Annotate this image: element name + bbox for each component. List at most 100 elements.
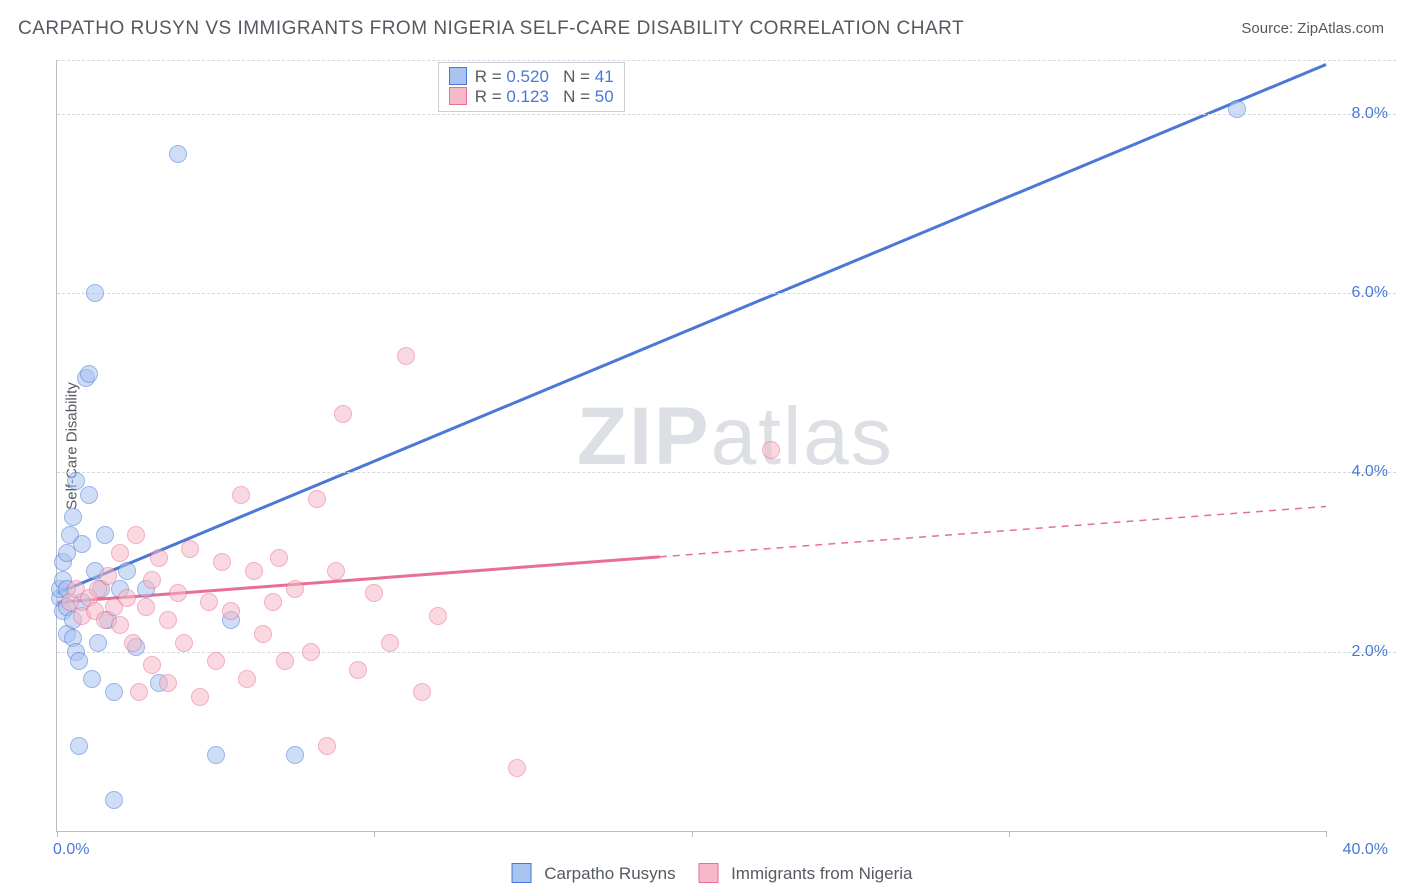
r-value: 0.520 [506,67,549,86]
y-tick-label: 6.0% [1352,284,1388,302]
plot-area: ZIPatlas 2.0%4.0%6.0%8.0%0.0%40.0%R = 0.… [56,60,1326,832]
data-point [181,540,199,558]
data-point [1228,100,1246,118]
r-value: 0.123 [506,87,549,106]
legend-swatch-nigeria [698,863,718,883]
data-point [286,580,304,598]
legend: Carpatho Rusyns Immigrants from Nigeria [494,863,913,884]
data-point [302,643,320,661]
stats-swatch [449,87,467,105]
legend-label-carpatho: Carpatho Rusyns [544,864,675,883]
data-point [200,593,218,611]
x-tick-label-max: 40.0% [1343,841,1388,859]
data-point [365,584,383,602]
data-point [70,737,88,755]
data-point [80,365,98,383]
data-point [86,284,104,302]
gridline [57,60,1396,61]
gridline [57,652,1396,653]
data-point [318,737,336,755]
chart-title: CARPATHO RUSYN VS IMMIGRANTS FROM NIGERI… [18,18,964,40]
x-tick [1326,831,1327,837]
x-tick [374,831,375,837]
legend-swatch-carpatho [512,863,532,883]
y-tick-label: 8.0% [1352,105,1388,123]
data-point [429,607,447,625]
data-point [80,486,98,504]
data-point [159,674,177,692]
data-point [175,634,193,652]
data-point [169,145,187,163]
data-point [111,544,129,562]
gridline [57,293,1396,294]
n-label: N = [563,87,590,106]
data-point [270,549,288,567]
stats-swatch [449,67,467,85]
data-point [508,759,526,777]
data-point [150,549,168,567]
gridline [57,114,1396,115]
data-point [308,490,326,508]
data-point [96,526,114,544]
data-point [99,567,117,585]
stats-row: R = 0.520 N = 41 [449,67,614,87]
data-point [127,526,145,544]
source-prefix: Source: [1241,20,1297,37]
data-point [264,593,282,611]
data-point [762,441,780,459]
r-label: R = [475,87,502,106]
data-point [124,634,142,652]
data-point [169,584,187,602]
data-point [222,602,240,620]
data-point [276,652,294,670]
y-tick-label: 2.0% [1352,643,1388,661]
data-point [397,347,415,365]
data-point [73,535,91,553]
data-point [83,670,101,688]
trend-lines [57,60,1326,831]
source-name: ZipAtlas.com [1297,20,1384,37]
data-point [254,625,272,643]
data-point [105,683,123,701]
source-label: Source: ZipAtlas.com [1241,20,1384,37]
data-point [143,571,161,589]
stats-box: R = 0.520 N = 41R = 0.123 N = 50 [438,62,625,112]
data-point [207,746,225,764]
data-point [159,611,177,629]
n-label: N = [563,67,590,86]
legend-label-nigeria: Immigrants from Nigeria [731,864,912,883]
gridline [57,472,1396,473]
r-label: R = [475,67,502,86]
data-point [207,652,225,670]
data-point [64,508,82,526]
n-value: 41 [595,67,614,86]
data-point [381,634,399,652]
n-value: 50 [595,87,614,106]
data-point [238,670,256,688]
data-point [232,486,250,504]
x-tick-label-min: 0.0% [53,841,89,859]
data-point [286,746,304,764]
data-point [191,688,209,706]
data-point [137,598,155,616]
data-point [105,791,123,809]
trend-line [57,64,1326,593]
data-point [213,553,231,571]
stats-row: R = 0.123 N = 50 [449,87,614,107]
data-point [413,683,431,701]
data-point [349,661,367,679]
data-point [111,616,129,634]
x-tick [1009,831,1010,837]
data-point [89,634,107,652]
x-tick [692,831,693,837]
data-point [143,656,161,674]
y-tick-label: 4.0% [1352,463,1388,481]
data-point [334,405,352,423]
data-point [70,652,88,670]
data-point [118,589,136,607]
data-point [327,562,345,580]
data-point [118,562,136,580]
data-point [245,562,263,580]
data-point [130,683,148,701]
x-tick [57,831,58,837]
